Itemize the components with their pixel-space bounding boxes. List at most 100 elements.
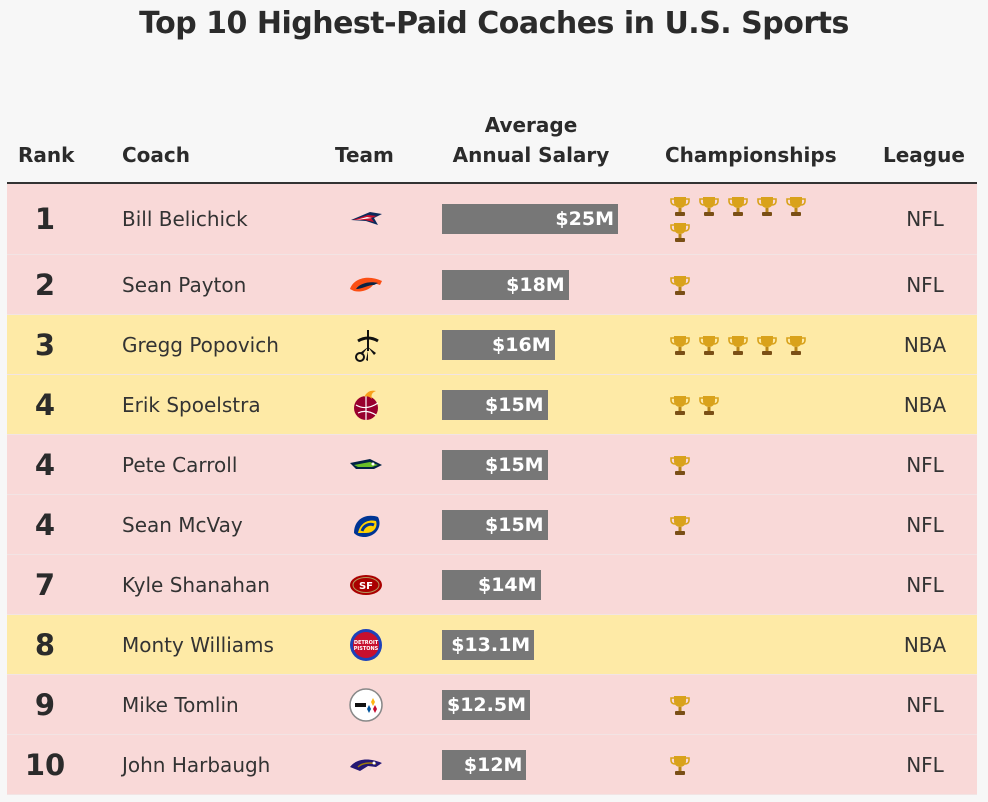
heat-logo-icon [354,390,379,420]
league-value: NBA [903,392,947,417]
salary-label: $18M [506,273,565,296]
league-value: NFL [906,572,944,597]
spurs-logo-icon [355,329,379,362]
rams-logo-icon [354,515,380,537]
49ers-logo-icon: SF [350,574,382,595]
table-header: Rank Coach Team Average Annual Salary Ch… [7,110,977,184]
league-value: NFL [906,207,944,231]
header-championships: Championships [665,143,837,167]
table-row: 8 Monty Williams DETROIT PISTONS $13.1M NBA [7,615,977,675]
salary-cell: $13.1M [442,615,642,674]
salary-bar: $13.1M [442,629,535,660]
table-body: 1 Bill Belichick $25M NFL 2 Sean Payton $18M NF… [7,184,977,795]
rank-value: 4 [34,387,56,422]
table-row: 4 Erik Spoelstra $15M NBA [7,375,977,435]
table-row: 7 Kyle Shanahan SF $14M NFL [7,555,977,615]
salary-bar: $25M [442,204,618,234]
svg-text:PISTONS: PISTONS [354,646,379,652]
salary-bar: $16M [442,329,555,360]
trophy-icon [670,274,690,296]
team-logo: SF [344,555,388,614]
salary-cell: $12M [442,735,642,794]
league-value: NBA [903,632,947,657]
salary-bar: $12M [442,749,527,780]
coach-name: Pete Carroll [122,452,238,477]
rank-value: 4 [34,507,56,542]
salary-cell: $18M [442,255,642,314]
trophy-icon [670,454,690,476]
rank-value: 8 [34,627,56,662]
table-row: 10 John Harbaugh $12M NFL [7,735,977,795]
trophy-icon [670,754,690,776]
trophy-icon [728,334,748,356]
team-logo [344,315,388,374]
trophy-icon [670,334,690,356]
table-row: 9 Mike Tomlin $12.5M NFL [7,675,977,735]
trophy-icon [786,195,806,217]
rank-value: 7 [34,567,56,602]
salary-cell: $16M [442,315,642,374]
rank-value: 2 [34,267,56,302]
table-row: 4 Sean McVay $15M NFL [7,495,977,555]
table-row: 2 Sean Payton $18M NFL [7,255,977,315]
salary-cell: $15M [442,495,642,554]
rank-value: 4 [34,447,56,482]
coach-name: Sean Payton [122,272,247,297]
header-salary: Average Annual Salary [445,110,617,170]
coach-name: Sean McVay [122,512,243,537]
header-league: League [883,143,965,167]
team-logo [344,675,388,734]
league-value: NFL [906,692,944,717]
coach-name: Bill Belichick [122,207,248,231]
chart-title: Top 10 Highest-Paid Coaches in U.S. Spor… [139,6,849,41]
header-rank: Rank [18,143,75,167]
championships-cell [670,555,820,614]
header-salary-line1: Average [484,113,578,137]
championships-cell [670,495,820,554]
team-logo [344,184,388,254]
trophy-icon [670,514,690,536]
trophy-icon [670,221,690,243]
championships-cell [670,184,820,254]
team-logo [344,435,388,494]
salary-cell: $25M [442,184,642,254]
salary-bar: $14M [442,569,541,600]
header-team: Team [335,143,394,167]
seahawks-logo-icon [350,458,382,469]
steelers-logo-icon [349,687,383,722]
header-coach: Coach [122,143,191,167]
trophy-icon [670,394,690,416]
league-value: NFL [906,752,944,777]
salary-label: $15M [485,453,544,476]
salary-bar: $15M [442,509,548,540]
coach-name: John Harbaugh [122,752,271,777]
table-row: 1 Bill Belichick $25M NFL [7,184,977,255]
league-value: NFL [906,512,944,537]
trophy-icon [699,394,719,416]
championships-cell [670,735,820,794]
salary-bar: $15M [442,389,548,420]
coach-name: Mike Tomlin [122,692,239,717]
trophy-icon [786,334,806,356]
league-value: NFL [906,272,944,297]
salary-cell: $15M [442,435,642,494]
salary-cell: $14M [442,555,642,614]
coach-name: Monty Williams [122,632,274,657]
trophy-icon [699,195,719,217]
salary-bar: $15M [442,449,548,480]
trophy-icon [670,694,690,716]
team-logo [344,375,388,434]
salary-label: $12M [463,753,523,776]
trophy-icon [699,334,719,356]
patriots-logo-icon [351,212,382,225]
salary-cell: $15M [442,375,642,434]
league-value: NBA [903,332,947,357]
league-value: NFL [906,452,944,477]
trophy-icon [757,195,777,217]
championships-cell [670,375,820,434]
team-logo [344,255,388,314]
salary-label: $16M [492,333,551,356]
salary-label: $14M [477,573,537,596]
header-salary-line2: Annual Salary [452,143,610,167]
rank-value: 3 [34,327,56,362]
